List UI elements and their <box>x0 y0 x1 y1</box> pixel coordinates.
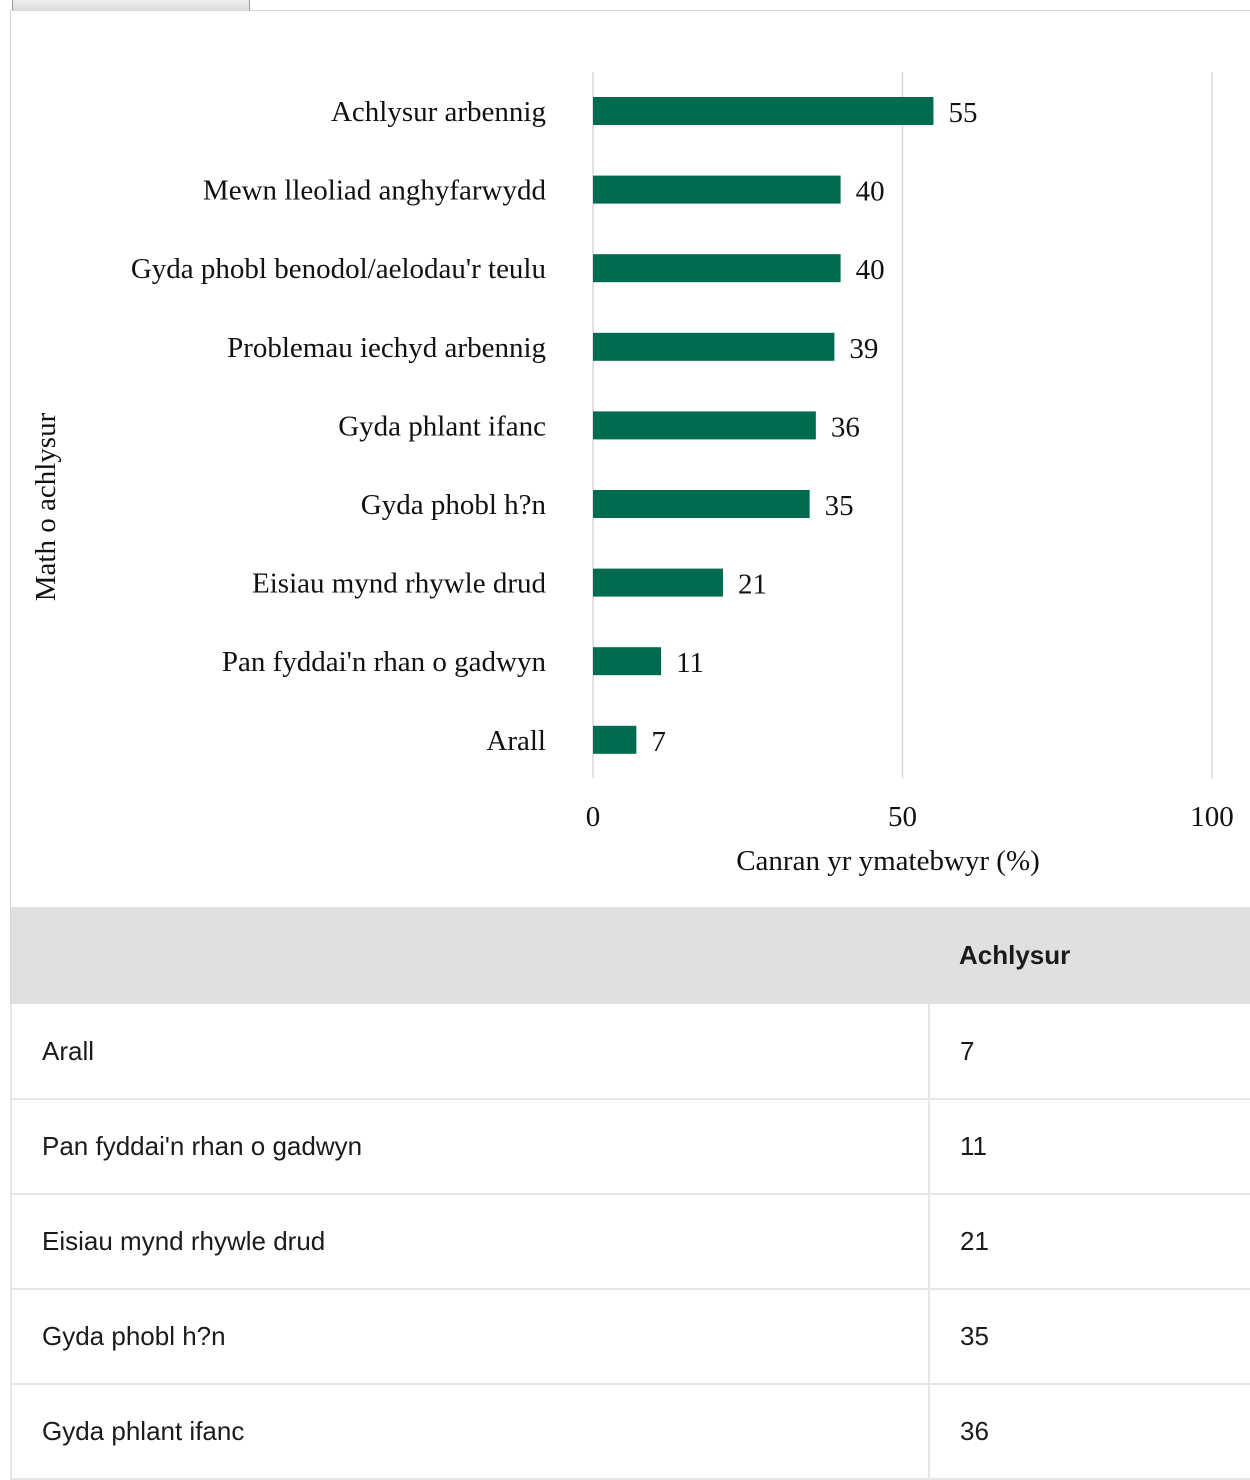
bars <box>593 97 934 754</box>
table-header-value: Achlysur <box>959 940 1071 970</box>
category-label: Gyda phobl h?n <box>361 489 547 521</box>
table-cell-value: 7 <box>929 1004 1250 1100</box>
table-row: Pan fyddai'n rhan o gadwyn 11 <box>10 1099 1250 1195</box>
bar <box>593 490 810 518</box>
data-label: 11 <box>676 647 704 679</box>
bar-chart: Achlysur arbennig Mewn lleoliad anghyfarw… <box>30 72 1234 877</box>
table-cell-label: Arall <box>10 1004 930 1100</box>
table-cell-label: Eisiau mynd rhywle drud <box>10 1194 930 1290</box>
x-tick-label: 50 <box>888 801 917 833</box>
bar <box>593 332 835 361</box>
bar <box>593 568 723 597</box>
category-label: Mewn lleoliad anghyfarwydd <box>203 175 547 207</box>
category-label: Eisiau mynd rhywle drud <box>252 568 546 600</box>
data-label: 55 <box>948 97 977 129</box>
category-label: Problemau iechyd arbennig <box>227 332 546 364</box>
x-tick-labels: 0 50 100 <box>586 801 1234 833</box>
data-label: 39 <box>849 333 878 365</box>
bar <box>593 254 841 283</box>
table-cell-label: Gyda phlant ifanc <box>10 1384 930 1480</box>
category-label: Achlysur arbennig <box>331 96 546 128</box>
bar <box>593 97 934 125</box>
table-cell-value: 35 <box>929 1289 1250 1385</box>
table-row: Gyda phlant ifanc 36 <box>10 1384 1250 1480</box>
bar <box>593 647 662 676</box>
data-table: Achlysur Arall 7 Pan fyddai'n rhan o gad… <box>10 907 1250 1480</box>
value-labels: 55 40 40 39 36 35 21 11 7 <box>651 97 977 758</box>
bar <box>593 725 637 754</box>
data-label: 40 <box>856 254 885 286</box>
category-label: Gyda phlant ifanc <box>338 410 546 442</box>
table-header-label <box>11 907 929 1004</box>
x-axis-title: Canran yr ymatebwyr (%) <box>736 845 1040 877</box>
data-label: 7 <box>651 726 666 758</box>
data-label: 21 <box>738 569 767 601</box>
y-axis-title: Math o achlysur <box>30 412 62 601</box>
bar <box>593 175 841 204</box>
x-tick-label: 100 <box>1190 801 1234 833</box>
x-tick-label: 0 <box>586 801 601 833</box>
data-label: 40 <box>856 176 885 208</box>
table-row: Arall 7 <box>10 1004 1250 1100</box>
bar <box>593 411 816 440</box>
table-row: Gyda phobl h?n 35 <box>10 1289 1250 1385</box>
table-cell-value: 21 <box>929 1194 1250 1290</box>
table-cell-value: 36 <box>929 1384 1250 1480</box>
category-label: Pan fyddai'n rhan o gadwyn <box>222 646 547 678</box>
category-label: Gyda phobl benodol/aelodau'r teulu <box>131 253 546 285</box>
category-labels: Achlysur arbennig Mewn lleoliad anghyfarw… <box>131 96 547 757</box>
data-label: 35 <box>825 490 854 522</box>
table-header-row: Achlysur <box>11 907 1250 1004</box>
data-label: 36 <box>831 411 860 443</box>
table-cell-value: 11 <box>929 1099 1250 1195</box>
table-row: Eisiau mynd rhywle drud 21 <box>10 1194 1250 1290</box>
category-label: Arall <box>486 725 546 757</box>
table-cell-label: Gyda phobl h?n <box>10 1289 930 1385</box>
table-cell-label: Pan fyddai'n rhan o gadwyn <box>10 1099 930 1195</box>
